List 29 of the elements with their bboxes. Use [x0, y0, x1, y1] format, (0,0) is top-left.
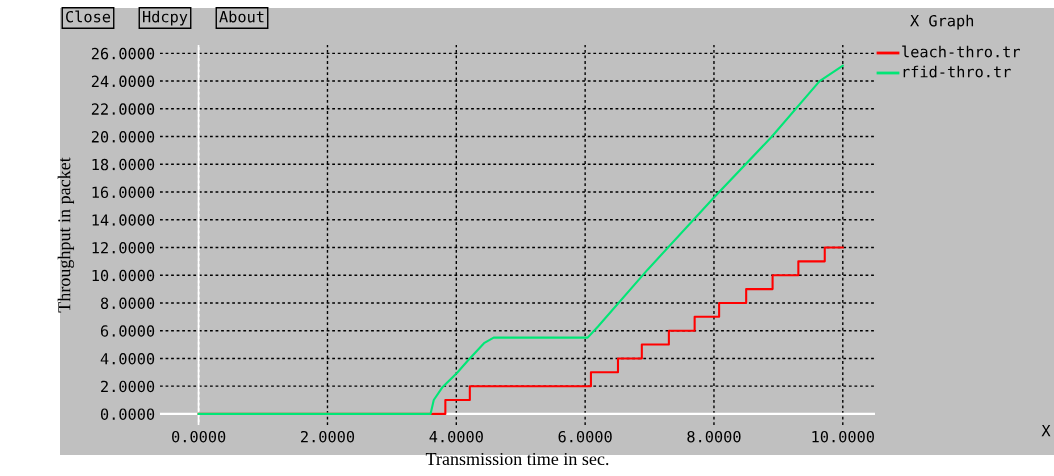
x-tick-label: 0.0000	[172, 430, 226, 443]
text: Close	[66, 10, 111, 23]
y-tick-label: 20.0000	[91, 131, 155, 143]
y-tick-label: 26.0000	[91, 47, 155, 60]
y-tick-label: 2.0000	[101, 380, 155, 393]
y-tick-label: 8.0000	[100, 297, 155, 310]
x-tick-label: 2.0000	[301, 430, 355, 443]
text: About	[219, 10, 264, 23]
legend-label: rfid-thro.tr	[903, 65, 1011, 78]
y-tick-label: 14.0000	[92, 214, 155, 226]
x-tick-label: 8.0000	[687, 430, 741, 443]
y-axis-title: Throughput in packet	[57, 157, 75, 313]
text: X	[1041, 425, 1051, 437]
text: Hdcpy	[143, 10, 188, 26]
y-tick-label: 18.0000	[92, 158, 155, 171]
y-tick-label: 22.0000	[91, 103, 155, 115]
x-axis-title: Transmission time in sec.	[425, 452, 609, 466]
y-tick-label: 16.0000	[92, 186, 155, 199]
y-tick-label: 10.0000	[92, 269, 155, 282]
x-tick-label: 10.0000	[812, 430, 874, 443]
x-tick-label: 4.0000	[429, 430, 483, 443]
y-tick-label: 12.0000	[92, 241, 155, 254]
y-tick-label: 4.0000	[100, 352, 155, 365]
y-tick-label: 0.0000	[100, 408, 155, 420]
x-tick-label: 6.0000	[558, 430, 612, 443]
y-tick-label: 6.0000	[100, 325, 155, 337]
y-tick-label: 24.0000	[91, 75, 155, 88]
text: X Graph	[910, 14, 974, 30]
legend-label: leach-thro.tr	[902, 45, 1020, 58]
